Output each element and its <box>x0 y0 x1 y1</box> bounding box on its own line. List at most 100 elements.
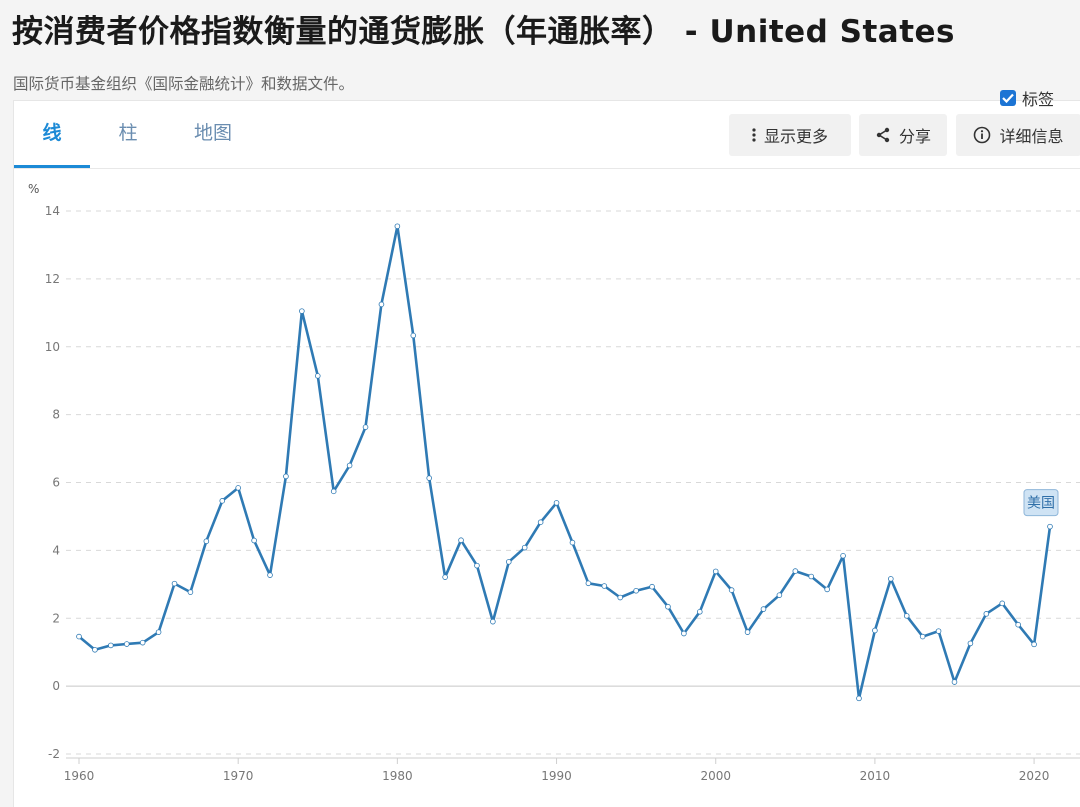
series-label-box <box>1023 489 1059 517</box>
tab-line[interactable]: 线 <box>14 101 90 168</box>
data-point <box>553 500 560 506</box>
data-point <box>251 537 257 544</box>
y-tick-label: 2 <box>52 611 60 625</box>
data-point <box>872 627 878 634</box>
data-point <box>776 592 783 598</box>
data-point <box>521 544 528 551</box>
data-point <box>760 606 767 612</box>
data-point <box>203 538 210 545</box>
data-point <box>601 583 608 589</box>
data-point <box>92 647 98 653</box>
data-point <box>633 587 639 594</box>
data-point <box>474 562 480 569</box>
series-end-label: 美国 <box>1023 489 1059 517</box>
share-button[interactable]: 分享 <box>859 114 947 156</box>
show-more-label: 显示更多 <box>763 127 828 146</box>
data-point <box>490 618 496 625</box>
data-point <box>267 572 273 578</box>
data-point <box>840 553 846 559</box>
data-point <box>139 639 146 646</box>
data-point <box>458 537 464 543</box>
data-point <box>219 498 226 504</box>
data-point <box>187 589 194 595</box>
data-point <box>792 568 799 574</box>
data-point <box>1015 621 1021 628</box>
data-point <box>362 424 369 430</box>
data-point <box>999 600 1006 607</box>
details-button[interactable]: 详细信息 <box>956 114 1080 156</box>
data-point <box>824 586 830 593</box>
data-point <box>314 373 321 379</box>
x-tick-label: 1980 <box>382 769 413 783</box>
data-point <box>346 462 353 469</box>
x-tick-label: 1960 <box>64 769 95 783</box>
data-point <box>410 332 417 339</box>
y-tick-label: 12 <box>45 272 60 286</box>
data-point <box>299 308 305 314</box>
x-tick-label: 1970 <box>223 769 254 783</box>
data-point <box>330 488 337 495</box>
data-point <box>283 473 289 480</box>
data-point <box>856 695 862 702</box>
data-point <box>537 519 544 526</box>
share-label: 分享 <box>898 127 931 146</box>
y-tick-label: 14 <box>45 204 60 218</box>
data-point <box>394 223 401 230</box>
data-point <box>665 603 671 610</box>
y-tick-label: 10 <box>45 340 60 354</box>
data-point <box>903 613 910 619</box>
y-tick-label: -2 <box>48 747 60 761</box>
chart-card: 线 柱 地图 显示更多 分享 详细信息 <box>13 100 1080 807</box>
data-point <box>649 583 655 590</box>
y-tick-label: 4 <box>52 543 60 557</box>
data-point <box>155 629 162 635</box>
data-point <box>983 611 990 617</box>
tab-bar[interactable]: 柱 <box>118 122 138 144</box>
data-point <box>712 568 719 575</box>
show-more-button[interactable]: 显示更多 <box>729 114 851 156</box>
y-tick-label: 0 <box>52 679 60 693</box>
data-point <box>919 633 926 640</box>
data-point <box>888 576 894 582</box>
data-point <box>235 485 241 491</box>
data-point <box>935 628 942 634</box>
x-tick-label: 1990 <box>541 769 572 783</box>
share-icon <box>875 127 891 143</box>
page-title: 按消费者价格指数衡量的通货膨胀（年通胀率） - United States <box>12 14 956 50</box>
data-point <box>442 574 448 580</box>
data-point <box>123 641 130 647</box>
info-icon <box>973 126 991 144</box>
series-line <box>78 225 1052 700</box>
checkbox-checked-icon[interactable] <box>1000 90 1016 106</box>
x-tick-label: 2020 <box>1019 769 1050 783</box>
labels-toggle-label: 标签 <box>1022 90 1055 109</box>
data-point <box>744 629 751 635</box>
data-point <box>108 642 114 649</box>
data-point <box>171 580 178 587</box>
data-point <box>697 609 703 615</box>
data-point <box>585 580 592 587</box>
details-label: 详细信息 <box>999 127 1064 146</box>
x-tick-label: 2000 <box>700 769 731 783</box>
data-point <box>967 640 974 647</box>
more-vertical-icon <box>752 128 756 142</box>
data-point <box>505 559 512 565</box>
data-point <box>426 475 432 481</box>
data-point <box>76 633 82 640</box>
data-point <box>617 594 624 601</box>
data-point <box>378 301 385 308</box>
y-axis-unit: % <box>28 182 39 196</box>
data-point <box>728 587 735 593</box>
data-point <box>569 539 576 546</box>
data-point <box>1047 523 1053 530</box>
labels-toggle[interactable]: 标签 <box>1000 86 1054 110</box>
tab-map[interactable]: 地图 <box>193 122 232 144</box>
data-point <box>808 573 815 580</box>
tab-divider <box>14 168 1080 169</box>
source-subtitle: 国际货币基金组织《国际金融统计》和数据文件。 <box>13 75 355 93</box>
x-tick-label: 2010 <box>860 769 891 783</box>
data-point <box>1031 641 1037 648</box>
series-label-text: 美国 <box>1027 496 1055 512</box>
y-tick-label: 8 <box>52 408 60 422</box>
data-point <box>951 679 958 685</box>
